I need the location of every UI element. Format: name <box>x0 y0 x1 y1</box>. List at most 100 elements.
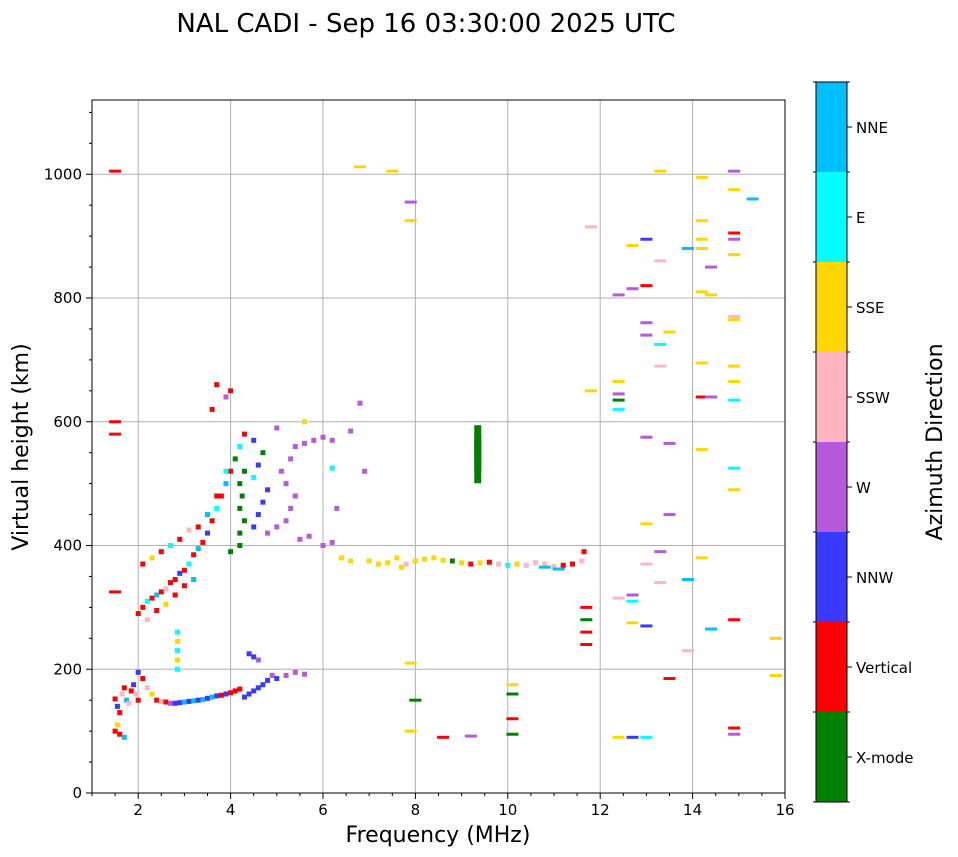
echo-point <box>306 533 312 539</box>
echo-point <box>288 505 294 511</box>
echo-point <box>114 703 120 709</box>
echo-point <box>144 617 150 623</box>
echo-point <box>228 468 234 474</box>
echo-point <box>560 562 566 568</box>
echo-point <box>174 657 180 663</box>
y-tick-label: 1000 <box>44 165 82 183</box>
echo-point <box>218 692 224 698</box>
echo-point <box>246 691 252 697</box>
echo-point <box>514 561 520 567</box>
echo-point <box>728 231 741 235</box>
echo-point <box>348 428 354 434</box>
echo-point <box>265 487 271 493</box>
echo-point <box>728 169 741 173</box>
echo-point <box>681 578 694 582</box>
echo-point <box>181 699 187 705</box>
echo-point <box>728 318 741 322</box>
echo-point <box>728 488 741 492</box>
echo-point <box>228 388 234 394</box>
y-tick-label: 200 <box>53 660 82 678</box>
echo-point <box>728 726 741 730</box>
echo-point <box>474 425 482 450</box>
echo-point <box>695 237 708 241</box>
echo-point <box>728 315 741 319</box>
echo-point <box>158 698 164 704</box>
chart-title: NAL CADI - Sep 16 03:30:00 2025 UTC <box>176 9 675 39</box>
x-tick-label: 4 <box>226 801 236 819</box>
echo-point <box>581 549 587 555</box>
echo-point <box>654 581 667 585</box>
echo-point <box>140 561 146 567</box>
echo-point <box>329 465 335 471</box>
echo-point <box>172 577 178 583</box>
echo-point <box>255 462 261 468</box>
echo-point <box>663 513 676 517</box>
echo-point <box>205 695 210 701</box>
echo-point <box>705 395 718 399</box>
echo-point <box>580 643 593 646</box>
colorbar-swatch <box>816 262 847 352</box>
echo-point <box>251 654 257 660</box>
echo-point <box>209 694 215 700</box>
x-axis: 2 4 6 8 10 12 14 16 <box>91 793 795 819</box>
echo-point <box>174 666 180 672</box>
colorbar-frame <box>815 81 848 803</box>
echo-point <box>523 562 529 568</box>
colorbar-swatch <box>816 532 847 622</box>
echo-point <box>654 342 667 346</box>
echo-point <box>579 558 585 564</box>
echo-point <box>422 556 428 562</box>
echo-point <box>109 420 122 424</box>
colorbar-swatch <box>816 82 847 172</box>
echo-point <box>695 290 708 294</box>
echo-point <box>663 677 676 681</box>
echo-point <box>404 729 417 733</box>
echo-point <box>214 382 220 388</box>
echo-point <box>237 444 243 449</box>
echo-point <box>552 567 565 571</box>
echo-point <box>251 524 257 530</box>
echo-point <box>174 629 180 635</box>
echo-point <box>404 661 417 665</box>
colorbar-label: Azimuth Direction <box>923 343 948 540</box>
echo-point <box>468 561 474 567</box>
echo-point <box>135 611 141 617</box>
echo-point <box>265 530 271 536</box>
echo-point <box>191 552 197 558</box>
echo-point <box>654 169 667 173</box>
x-axis-label: Frequency (MHz) <box>346 823 531 848</box>
echo-point <box>551 564 557 570</box>
echo-point <box>302 419 308 425</box>
echo-point <box>140 604 146 610</box>
echo-point <box>437 735 450 739</box>
colorbar-swatch <box>816 622 847 712</box>
colorbar-swatch <box>816 442 847 532</box>
echo-point <box>251 437 257 443</box>
echo-point <box>654 364 667 368</box>
echo-point <box>274 676 280 682</box>
x-tick-label: 10 <box>498 801 517 819</box>
echo-point <box>449 558 455 564</box>
echo-point <box>728 237 741 241</box>
echo-point <box>126 700 132 706</box>
echo-point <box>474 459 482 484</box>
echo-point <box>375 561 381 567</box>
echo-point <box>174 648 180 654</box>
echo-point <box>124 697 130 703</box>
colorbar-swatch <box>816 172 847 262</box>
echo-point <box>172 592 178 598</box>
echo-point <box>695 395 708 399</box>
echo-point <box>241 694 247 700</box>
colorbar-tick-label: E <box>856 209 865 227</box>
echo-point <box>177 536 183 542</box>
echo-point <box>251 688 257 694</box>
echo-point <box>186 561 192 567</box>
echo-point <box>681 247 694 250</box>
echo-point <box>251 474 257 480</box>
echo-point <box>329 437 335 443</box>
echo-point <box>223 394 229 400</box>
echo-point <box>695 175 708 179</box>
y-tick-label: 800 <box>53 289 82 307</box>
y-tick-label: 400 <box>53 537 82 555</box>
echo-point <box>283 672 289 678</box>
